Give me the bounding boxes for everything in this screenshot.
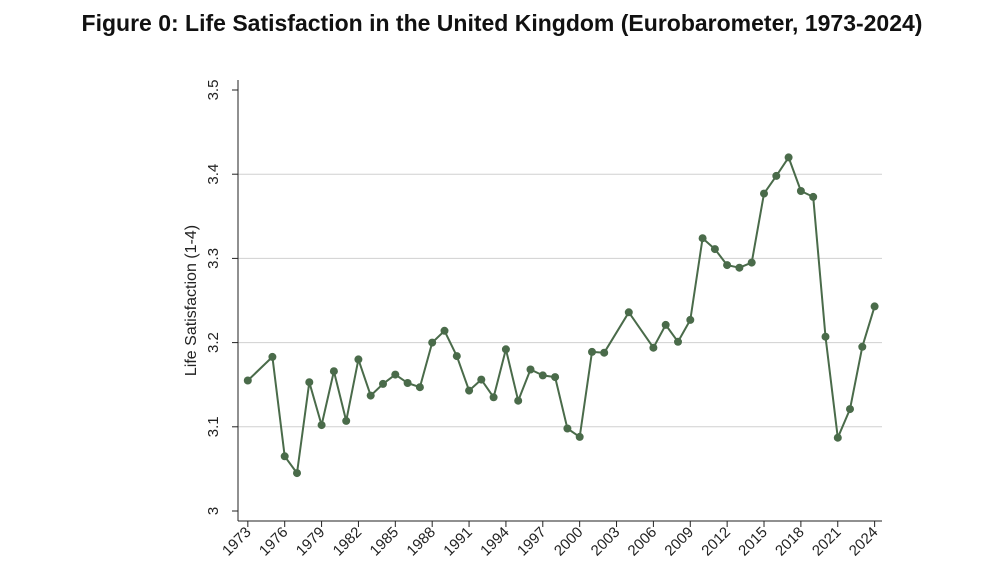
chart-title: Figure 0: Life Satisfaction in the Unite… bbox=[81, 10, 923, 36]
data-point bbox=[710, 245, 719, 254]
data-point bbox=[600, 348, 609, 357]
data-point bbox=[526, 365, 535, 374]
x-tick-label: 2018 bbox=[772, 524, 808, 560]
x-tick-label: 2000 bbox=[551, 524, 587, 560]
data-point bbox=[305, 378, 314, 387]
data-point bbox=[723, 261, 732, 270]
data-point bbox=[317, 421, 326, 430]
data-point bbox=[293, 469, 301, 478]
data-point bbox=[870, 302, 879, 311]
x-tick-label: 2024 bbox=[846, 524, 882, 560]
series-line bbox=[247, 156, 876, 475]
data-point bbox=[858, 342, 867, 351]
data-point bbox=[538, 371, 547, 380]
data-point bbox=[809, 192, 818, 201]
data-point bbox=[772, 171, 781, 180]
data-point bbox=[661, 320, 670, 329]
data-point bbox=[354, 355, 363, 364]
data-point bbox=[588, 347, 596, 356]
data-point bbox=[489, 393, 498, 402]
x-tick-label: 1988 bbox=[403, 524, 439, 560]
data-point bbox=[575, 432, 584, 441]
data-point bbox=[477, 375, 486, 384]
x-tick-label: 1991 bbox=[440, 524, 476, 560]
data-point bbox=[403, 379, 412, 387]
data-point bbox=[698, 234, 707, 243]
data-point bbox=[243, 376, 252, 385]
data-point bbox=[452, 352, 461, 361]
x-tick-label: 1976 bbox=[256, 524, 292, 560]
data-point bbox=[674, 337, 682, 346]
data-point bbox=[551, 373, 560, 382]
x-tick-label: 2003 bbox=[588, 524, 624, 560]
data-point bbox=[440, 326, 449, 335]
data-point bbox=[501, 345, 510, 354]
data-point bbox=[735, 263, 744, 272]
data-point bbox=[280, 452, 289, 461]
y-tick-label: 3.2 bbox=[205, 332, 222, 353]
axes bbox=[237, 80, 882, 522]
data-point bbox=[379, 379, 387, 388]
data-point bbox=[784, 153, 793, 162]
x-tick-label: 1985 bbox=[367, 524, 403, 560]
x-tick-label: 2006 bbox=[625, 524, 661, 560]
y-tick-label: 3.1 bbox=[205, 416, 222, 437]
x-tick-label: 1997 bbox=[514, 524, 550, 560]
data-point bbox=[329, 367, 338, 376]
data-point bbox=[415, 383, 424, 392]
y-tick-label: 3 bbox=[205, 507, 222, 515]
data-point bbox=[833, 433, 842, 442]
x-tick-label: 2009 bbox=[661, 524, 697, 560]
data-point bbox=[686, 315, 695, 324]
y-tick-label: 3.4 bbox=[205, 164, 222, 185]
data-point bbox=[821, 332, 830, 341]
data-point bbox=[514, 396, 523, 405]
x-tick-label: 2021 bbox=[809, 524, 845, 560]
data-point bbox=[342, 416, 351, 425]
x-tick-label: 2012 bbox=[698, 524, 734, 560]
x-tick-label: 1973 bbox=[219, 524, 255, 560]
data-point bbox=[796, 187, 805, 195]
x-tick-label: 1994 bbox=[477, 524, 513, 560]
x-tick-label: 1982 bbox=[330, 524, 366, 560]
x-axis-ticks: 1973 1976 1979 1982 1985 1988 1991 1994 1997 2000… bbox=[219, 521, 881, 559]
data-point bbox=[465, 386, 474, 395]
series-group bbox=[243, 153, 879, 478]
y-tick-label: 3.3 bbox=[205, 248, 222, 269]
data-point bbox=[760, 189, 768, 198]
data-point bbox=[649, 343, 658, 352]
data-point bbox=[268, 352, 277, 361]
data-point bbox=[391, 370, 400, 379]
data-point bbox=[366, 391, 375, 400]
gridlines bbox=[238, 173, 882, 428]
y-axis-ticks: 3 3.1 3.2 3.3 3.4 3.5 bbox=[205, 80, 238, 515]
x-tick-label: 2015 bbox=[735, 524, 771, 560]
x-tick-label: 1979 bbox=[293, 524, 329, 560]
data-point bbox=[563, 424, 572, 433]
data-point bbox=[428, 338, 437, 347]
y-axis-title: Life Satisfaction (1-4) bbox=[183, 225, 200, 376]
y-tick-label: 3.5 bbox=[205, 80, 222, 101]
data-point bbox=[846, 405, 854, 414]
data-point bbox=[624, 308, 633, 317]
data-point bbox=[747, 258, 756, 267]
